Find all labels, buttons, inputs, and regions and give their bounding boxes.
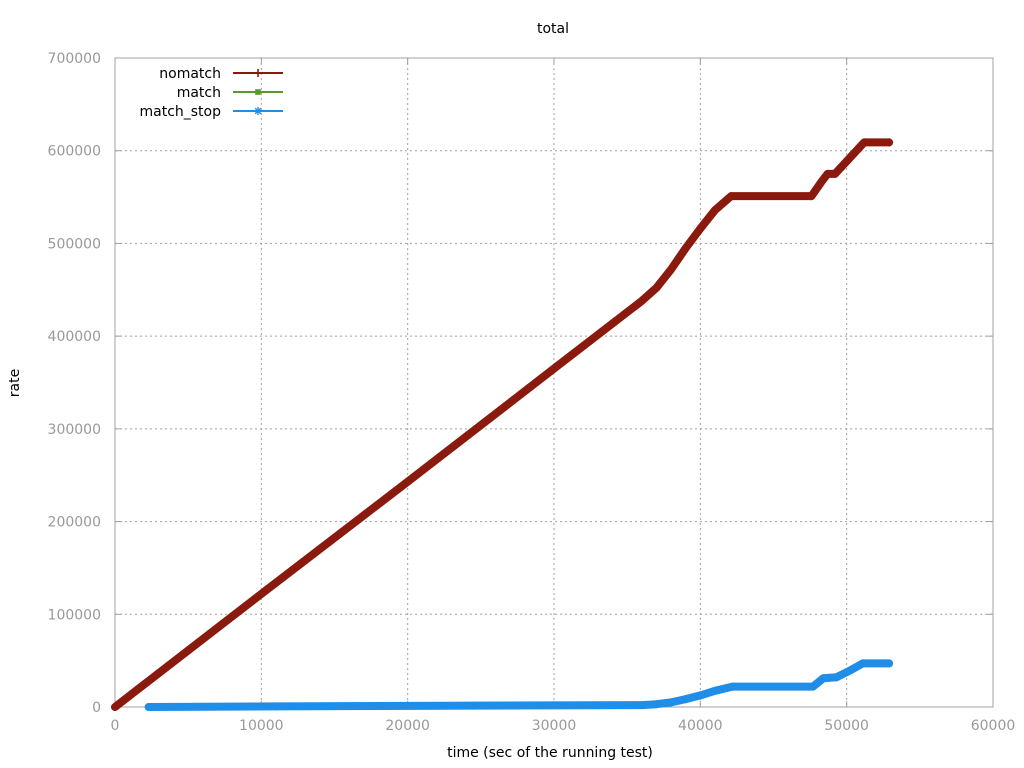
data-point [728,682,737,691]
data-point [271,702,280,711]
y-axis-label: rate [7,369,23,397]
data-point [727,192,736,201]
x-axis: 0 10000 20000 30000 40000 50000 60000 [111,58,1016,734]
data-point [830,169,839,178]
data-point [667,265,676,274]
data-point [667,698,676,707]
data-point [681,244,690,253]
legend: nomatch match match_stop [139,66,283,120]
data-point [710,206,719,215]
data-point [637,296,646,305]
series-match-stop [144,659,894,711]
data-point [832,673,841,682]
y-tick-label: 400000 [48,329,101,345]
data-point [111,703,119,711]
legend-item: match_stop [139,104,283,120]
data-point [885,138,894,147]
data-point [847,665,856,674]
legend-item: match [177,85,283,101]
data-point [696,691,705,700]
x-tick-label: 30000 [532,718,577,734]
series-line [144,659,894,711]
x-tick-label: 0 [111,718,120,734]
legend-item: nomatch [159,66,283,82]
data-point [681,695,690,704]
legend-marker [254,69,262,77]
y-axis: 0 100000 200000 300000 400000 500000 600000 700… [48,51,993,716]
data-point [637,701,646,710]
chart-title: total [537,21,569,37]
y-tick-label: 0 [92,700,101,716]
legend-label: match_stop [139,104,221,120]
data-point [469,701,478,710]
data-point [809,682,818,691]
x-tick-label: 60000 [971,718,1016,734]
data-point [696,224,705,233]
data-point [823,169,832,178]
data-point [144,703,153,711]
y-tick-label: 100000 [48,607,101,623]
data-point [807,192,816,201]
series-nomatch [111,138,894,711]
legend-marker [254,107,262,115]
legend-marker [255,89,261,95]
series-layer [111,138,894,711]
data-point [885,659,894,668]
y-tick-label: 200000 [48,515,101,531]
data-point [819,674,828,683]
legend-label: match [177,85,221,101]
data-point [817,177,826,186]
y-tick-label: 600000 [48,144,101,160]
x-tick-label: 20000 [385,718,430,734]
data-point [860,138,869,147]
data-point [710,686,719,695]
legend-label: nomatch [159,66,221,82]
data-point [858,659,867,668]
x-tick-label: 10000 [239,718,284,734]
data-point [652,700,661,709]
x-tick-label: 40000 [678,718,723,734]
data-point [403,477,412,486]
y-tick-label: 300000 [48,422,101,438]
x-tick-label: 50000 [824,718,869,734]
x-axis-label: time (sec of the running test) [447,745,653,761]
data-point [652,283,661,292]
y-tick-label: 500000 [48,236,101,252]
y-tick-label: 700000 [48,51,101,67]
data-point [257,589,266,598]
data-point [550,364,558,373]
